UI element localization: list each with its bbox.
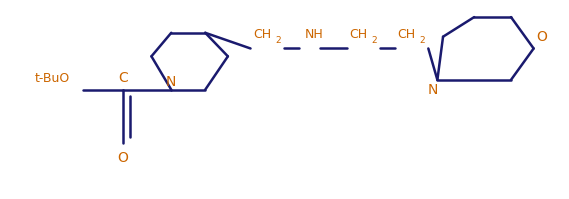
Text: 2: 2 [419, 36, 425, 45]
Text: CH: CH [253, 28, 271, 41]
Text: 2: 2 [371, 36, 377, 45]
Text: O: O [118, 151, 129, 165]
Text: t-BuO: t-BuO [35, 72, 70, 85]
Text: NH: NH [304, 28, 323, 41]
Text: N: N [428, 83, 438, 97]
Text: O: O [537, 30, 547, 44]
Text: C: C [118, 71, 128, 85]
Text: 2: 2 [275, 36, 281, 45]
Text: CH: CH [349, 28, 368, 41]
Text: CH: CH [398, 28, 416, 41]
Text: N: N [166, 75, 176, 89]
